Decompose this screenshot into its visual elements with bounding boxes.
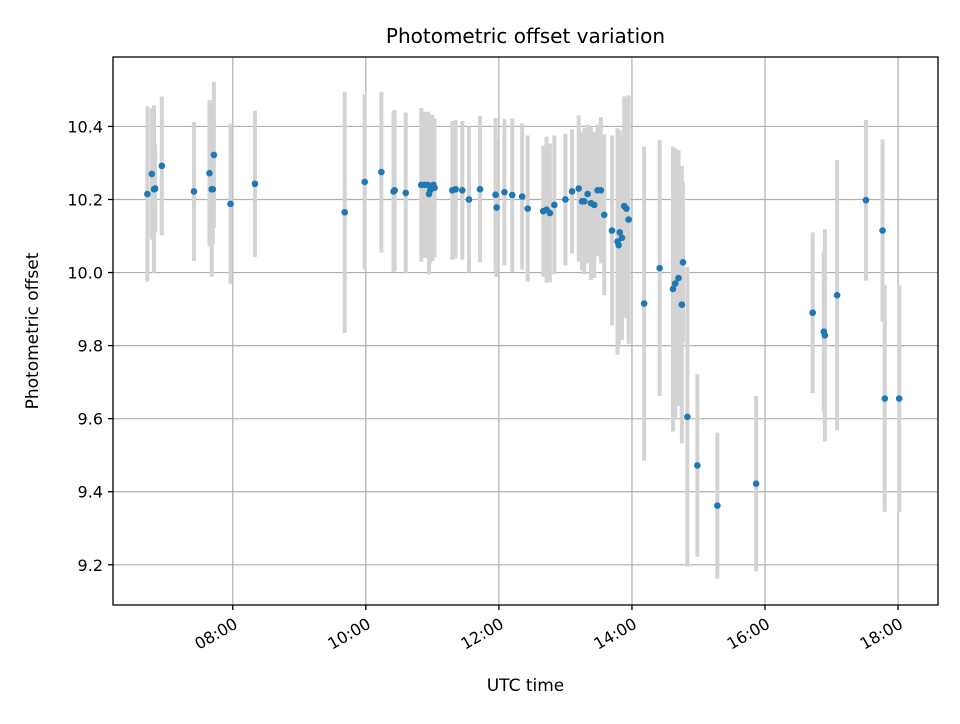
data-point	[206, 169, 213, 177]
data-point	[524, 205, 532, 212]
data-point	[501, 188, 508, 196]
data-point	[361, 178, 369, 186]
data-point	[752, 480, 760, 488]
data-point	[679, 259, 687, 266]
chart-title: Photometric offset variation	[386, 24, 665, 48]
y-axis-label: Photometric offset	[23, 252, 43, 409]
data-point	[584, 190, 591, 198]
data-point	[562, 196, 569, 203]
data-point	[862, 196, 870, 204]
data-point	[492, 191, 499, 199]
data-point	[881, 395, 889, 402]
y-tick-label: 10.4	[67, 117, 103, 136]
data-point	[580, 198, 588, 205]
data-point	[508, 191, 516, 199]
data-point	[821, 332, 829, 339]
data-point	[833, 291, 841, 299]
data-point	[546, 209, 554, 217]
data-point	[148, 170, 156, 178]
data-point	[597, 187, 605, 194]
y-tick-label: 10.2	[67, 190, 103, 209]
data-point	[608, 227, 616, 234]
y-tick-label: 9.2	[78, 556, 103, 575]
y-tick-label: 9.4	[78, 483, 103, 502]
data-point	[452, 185, 459, 193]
data-point	[341, 208, 349, 216]
data-point	[209, 185, 217, 193]
point-layer	[144, 151, 903, 509]
data-point	[144, 190, 151, 198]
data-point	[465, 196, 473, 203]
data-point	[518, 193, 526, 200]
data-point	[476, 185, 484, 193]
data-point	[684, 413, 691, 421]
data-point	[615, 241, 622, 249]
plot-frame	[112, 56, 939, 606]
data-point	[391, 187, 398, 194]
data-point	[600, 211, 608, 219]
data-point	[623, 205, 630, 212]
data-point	[625, 216, 632, 223]
data-point	[568, 188, 576, 195]
data-point	[671, 280, 679, 287]
data-point	[675, 274, 682, 282]
data-point	[251, 180, 259, 188]
data-point	[694, 462, 701, 469]
data-point	[190, 188, 198, 195]
data-point	[714, 502, 721, 509]
y-tick-label: 9.8	[78, 337, 103, 356]
data-point	[640, 300, 648, 307]
data-point	[618, 234, 626, 242]
data-point	[590, 201, 598, 209]
data-point	[458, 187, 466, 194]
data-point	[879, 227, 886, 234]
data-point	[895, 395, 903, 402]
y-tick-label: 10.0	[67, 264, 103, 283]
data-point	[493, 204, 500, 211]
data-point	[402, 189, 410, 197]
data-point	[809, 309, 816, 317]
data-point	[669, 285, 677, 293]
data-point	[551, 201, 558, 209]
data-point	[431, 184, 438, 192]
y-tick-label: 9.6	[78, 410, 103, 429]
data-point	[616, 229, 624, 236]
data-point	[575, 185, 583, 192]
x-axis-label: UTC time	[487, 676, 565, 696]
data-point	[227, 200, 234, 208]
data-point	[210, 151, 218, 159]
data-point	[678, 301, 686, 308]
data-point	[656, 264, 663, 272]
data-point	[378, 168, 385, 176]
data-point	[158, 162, 166, 170]
data-point	[151, 185, 159, 192]
